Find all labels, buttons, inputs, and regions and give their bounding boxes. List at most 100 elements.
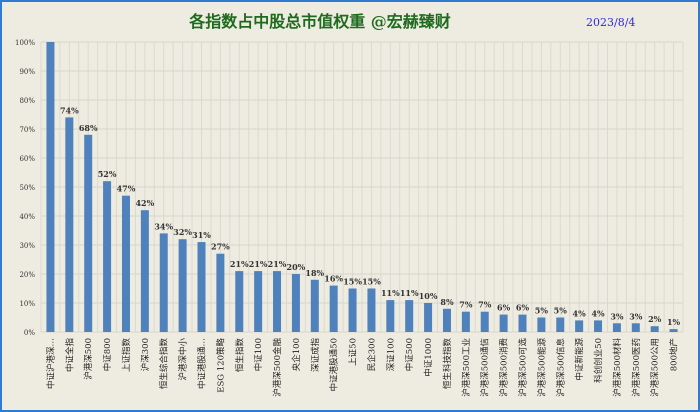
data-label: 6% xyxy=(497,303,511,313)
x-tick-label: 中证新能源 xyxy=(574,338,585,381)
x-tick-label: 上证指数 xyxy=(121,338,132,373)
bar xyxy=(310,279,319,332)
bar xyxy=(216,253,225,332)
data-label: 8% xyxy=(440,297,454,307)
data-label: 52% xyxy=(98,169,117,179)
x-tick-label: 沪港深500可选 xyxy=(518,338,529,397)
x-tick-label: 沪港深500能源 xyxy=(536,338,547,397)
bar xyxy=(197,242,206,332)
y-tick-label: 90% xyxy=(19,68,35,76)
y-tick-label: 50% xyxy=(19,184,35,192)
data-label: 1% xyxy=(667,317,681,327)
y-tick-label: 10% xyxy=(19,300,35,308)
data-label: 5% xyxy=(535,306,549,316)
bar xyxy=(405,300,414,332)
data-label: 7% xyxy=(478,300,492,310)
y-tick-label: 100% xyxy=(15,39,35,47)
data-label: 21% xyxy=(249,259,268,269)
x-tick-label: 中证港股通50 xyxy=(329,338,340,391)
bar xyxy=(424,303,433,332)
y-tick-label: 80% xyxy=(19,97,35,105)
data-label: 21% xyxy=(230,259,249,269)
x-tick-label: 沪港深中小 xyxy=(178,338,189,381)
data-label: 3% xyxy=(629,311,643,321)
bar xyxy=(650,326,659,332)
data-label: 47% xyxy=(117,184,136,194)
bar xyxy=(367,288,376,332)
data-label: 16% xyxy=(324,274,343,284)
bar xyxy=(669,329,678,332)
x-tick-label: 沪港深500公用 xyxy=(650,338,661,397)
y-tick-label: 60% xyxy=(19,155,35,163)
bar xyxy=(291,274,300,332)
x-tick-label: 深证100 xyxy=(386,338,396,371)
x-tick-label: 中证1000 xyxy=(423,338,434,377)
bar xyxy=(235,271,244,332)
x-tick-label: 恒生综合指数 xyxy=(159,338,170,390)
x-tick-label: 央企100 xyxy=(291,338,302,371)
data-label: 3% xyxy=(610,311,624,321)
x-tick-label: 中证港股通… xyxy=(197,338,208,389)
data-label: 32% xyxy=(173,227,192,237)
chart-title-text: 各指数占中股总市值权重 @宏赫臻财 xyxy=(189,12,451,31)
x-tick-label: 沪港深500材料 xyxy=(612,338,623,397)
data-label: 6% xyxy=(516,303,530,313)
data-label: 4% xyxy=(591,308,605,318)
bar xyxy=(348,288,357,332)
bar xyxy=(254,271,263,332)
bar xyxy=(140,210,149,332)
data-label: 4% xyxy=(573,308,587,318)
bar xyxy=(386,300,395,332)
x-tick-label: 沪港深500通信 xyxy=(480,338,491,397)
x-tick-label: 沪港深500金融 xyxy=(272,338,283,397)
chart-title: 各指数占中股总市值权重 @宏赫臻财 xyxy=(0,8,700,32)
data-label: 10% xyxy=(419,291,438,301)
x-tick-label: 沪港深500医药 xyxy=(631,338,642,397)
bar xyxy=(537,317,546,332)
y-tick-label: 0% xyxy=(24,329,35,337)
x-tick-label: 沪港深500消费 xyxy=(499,338,510,397)
x-tick-label: 沪港深500信息 xyxy=(555,338,566,397)
bar xyxy=(103,181,112,332)
x-tick-label: 中证500 xyxy=(404,338,415,371)
x-tick-label: 沪深300 xyxy=(140,338,151,371)
x-tick-label: 上证50 xyxy=(349,338,359,366)
data-label: 2% xyxy=(648,314,662,324)
data-label: 68% xyxy=(79,123,98,133)
x-tick-label: 800地产 xyxy=(669,338,680,371)
bar xyxy=(461,311,470,332)
bar xyxy=(612,323,621,332)
x-tick-label: 沪港深500 xyxy=(83,338,94,380)
data-label: 15% xyxy=(362,277,381,287)
bar xyxy=(480,311,489,332)
x-tick-label: 深证成指 xyxy=(310,338,321,373)
x-tick-label: 中证沪港深… xyxy=(45,338,56,389)
x-tick-label: 中证100 xyxy=(253,338,264,371)
chart-date: 2023/8/4 xyxy=(586,16,636,29)
y-tick-label: 30% xyxy=(19,242,35,250)
x-tick-label: ESG 120策略 xyxy=(215,338,226,393)
x-tick-label: 恒生科技指数 xyxy=(442,338,453,390)
data-label: 31% xyxy=(192,230,211,240)
x-tick-label: 民企300 xyxy=(366,338,377,371)
bar xyxy=(329,285,338,332)
data-label: 11% xyxy=(381,288,400,298)
bar xyxy=(46,42,55,332)
bar xyxy=(442,308,451,332)
bar xyxy=(159,233,168,332)
data-label: 27% xyxy=(211,242,230,252)
data-label: 15% xyxy=(343,277,362,287)
x-tick-label: 中证800 xyxy=(102,338,113,371)
data-label: 18% xyxy=(305,268,324,278)
data-label: 7% xyxy=(459,300,473,310)
bar xyxy=(121,195,130,332)
bar xyxy=(65,117,74,333)
bar xyxy=(575,320,584,332)
data-label: 21% xyxy=(268,259,287,269)
x-tick-label: 沪港深500工业 xyxy=(461,338,472,397)
x-tick-label: 恒生指数 xyxy=(234,338,245,373)
bar xyxy=(594,320,603,332)
bar xyxy=(273,271,282,332)
bar xyxy=(178,239,187,332)
